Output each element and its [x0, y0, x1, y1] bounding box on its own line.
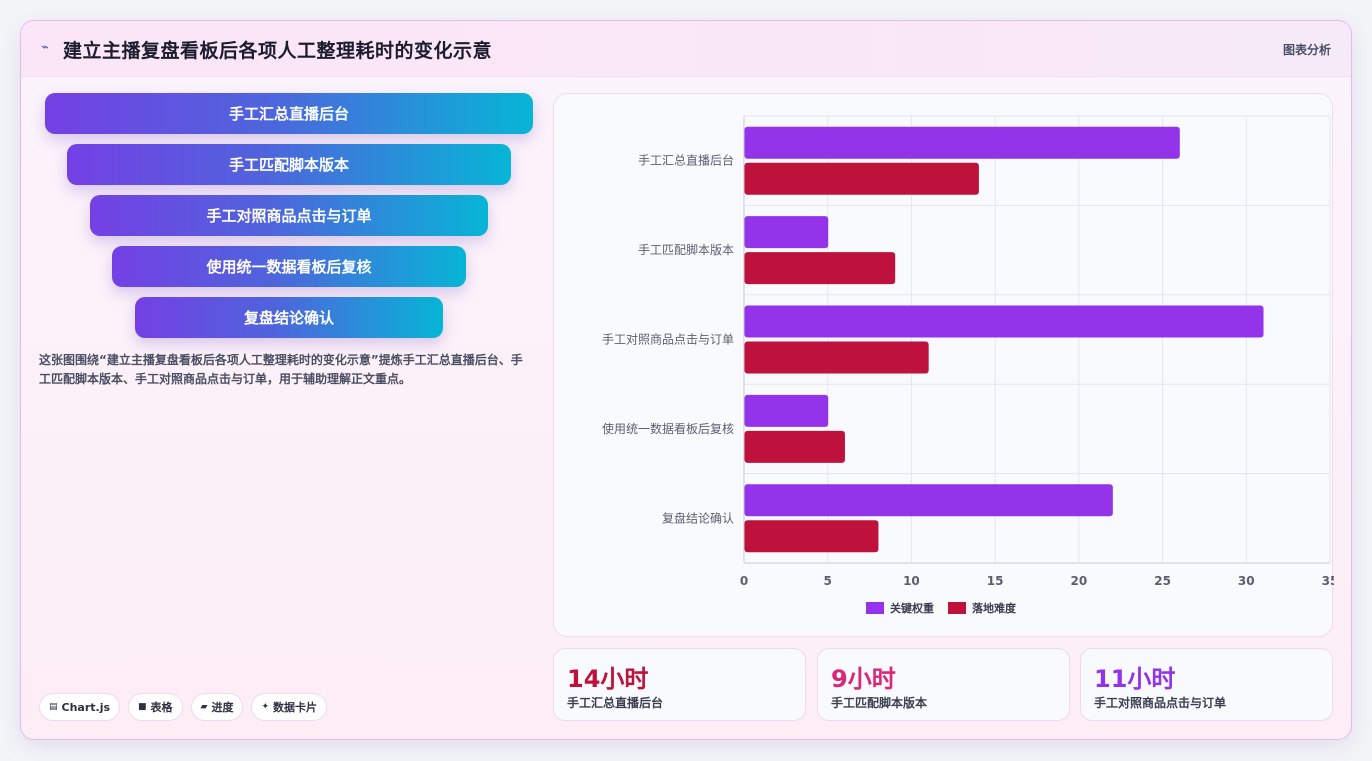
legend-label: 关键权重 [890, 601, 934, 615]
chart-icon: ▤ [49, 702, 58, 712]
bar-weight [744, 305, 1264, 338]
bar-weight [744, 216, 829, 249]
header-bar: ⌁ 建立主播复盘看板后各项人工整理耗时的变化示意 图表分析 [21, 21, 1351, 77]
bar-difficulty [744, 341, 929, 374]
x-tick-label: 5 [824, 574, 832, 588]
stat-value: 11小时 [1094, 665, 1176, 693]
chip-table[interactable]: ■ 表格 [128, 693, 183, 721]
legend-label: 落地难度 [972, 601, 1017, 615]
y-tick-label: 复盘结论确认 [662, 510, 734, 525]
bar-difficulty [744, 252, 896, 285]
chip-chartjs[interactable]: ▤ Chart.js [39, 693, 121, 721]
chart-description: 这张图围绕“建立主播复盘看板后各项人工整理耗时的变化示意”提炼手工汇总直播后台、… [39, 353, 523, 386]
bar-difficulty [744, 162, 979, 195]
chip-data-card[interactable]: ✦ 数据卡片 [251, 693, 328, 721]
funnel-step-4[interactable]: 使用统一数据看板后复核 [112, 246, 466, 287]
legend-swatch [948, 602, 966, 614]
funnel-step-label: 使用统一数据看板后复核 [206, 258, 372, 276]
funnel-step-label: 手工汇总直播后台 [228, 105, 349, 123]
bar-weight [744, 394, 829, 427]
funnel-step-2[interactable]: 手工匹配脚本版本 [67, 144, 511, 185]
chip-progress[interactable]: ▰ 进度 [190, 693, 244, 721]
x-tick-label: 0 [740, 574, 748, 588]
funnel-step-1[interactable]: 手工汇总直播后台 [45, 93, 533, 134]
stat-card-1: 14小时 手工汇总直播后台 [553, 648, 806, 721]
y-tick-label: 手工对照商品点击与订单 [602, 332, 734, 347]
legend-swatch [866, 602, 884, 614]
funnel-step-label: 手工对照商品点击与订单 [206, 207, 372, 225]
stat-label: 手工对照商品点击与订单 [1094, 696, 1227, 710]
stat-card-3: 11小时 手工对照商品点击与订单 [1080, 648, 1333, 721]
funnel-step-5[interactable]: 复盘结论确认 [135, 297, 443, 338]
card-icon: ✦ [261, 702, 270, 712]
chart-panel: 手工汇总直播后台 手工匹配脚本版本手工对照商品点击与订单 使用统一数据看板后复核复盘… [553, 93, 1334, 637]
chip-label: 表格 [150, 701, 173, 714]
bar-weight [744, 126, 1180, 159]
page-title: 建立主播复盘看板后各项人工整理耗时的变化示意 [63, 40, 493, 62]
bar-difficulty [744, 520, 879, 553]
funnel-step-3[interactable]: 手工对照商品点击与订单 [90, 195, 488, 236]
y-tick-label: 使用统一数据看板后复核 [602, 421, 734, 436]
dashboard-card: ⌁ 建立主播复盘看板后各项人工整理耗时的变化示意 图表分析 手工汇总直播后台 手… [20, 20, 1352, 740]
stat-card-2: 9小时 手工匹配脚本版本 [817, 648, 1070, 721]
x-tick-label: 25 [1154, 574, 1171, 588]
stat-value: 14小时 [567, 665, 649, 693]
header-tag: 图表分析 [1282, 43, 1331, 57]
funnel-step-label: 复盘结论确认 [243, 309, 334, 327]
chip-label: Chart.js [61, 700, 111, 714]
sparkline-icon: ⌁ [41, 40, 49, 55]
y-tick-label: 手工匹配脚本版本 [638, 242, 734, 257]
stat-label: 手工匹配脚本版本 [831, 696, 928, 710]
x-tick-label: 15 [987, 574, 1004, 588]
stat-value: 9小时 [831, 665, 896, 693]
bar-weight [744, 484, 1113, 517]
chip-label: 进度 [211, 701, 234, 714]
bar-chart: 手工汇总直播后台手工匹配脚本版本手工对照商品点击与订单使用统一数据看板后复核复盘… [602, 115, 1334, 615]
chip-label: 数据卡片 [273, 701, 318, 714]
x-tick-label: 10 [903, 574, 920, 588]
progress-icon: ▰ [200, 702, 208, 712]
funnel-step-label: 手工匹配脚本版本 [228, 156, 349, 174]
stat-label: 手工汇总直播后台 [567, 696, 664, 710]
x-tick-label: 35 [1322, 574, 1334, 588]
table-icon: ■ [138, 702, 147, 712]
chip-row: ▤ Chart.js ■ 表格 ▰ 进度 ✦ 数据卡片 [39, 693, 328, 721]
x-tick-label: 30 [1238, 574, 1255, 588]
y-tick-label: 手工汇总直播后台 [638, 153, 734, 168]
bar-difficulty [744, 430, 845, 463]
x-tick-label: 20 [1071, 574, 1088, 588]
